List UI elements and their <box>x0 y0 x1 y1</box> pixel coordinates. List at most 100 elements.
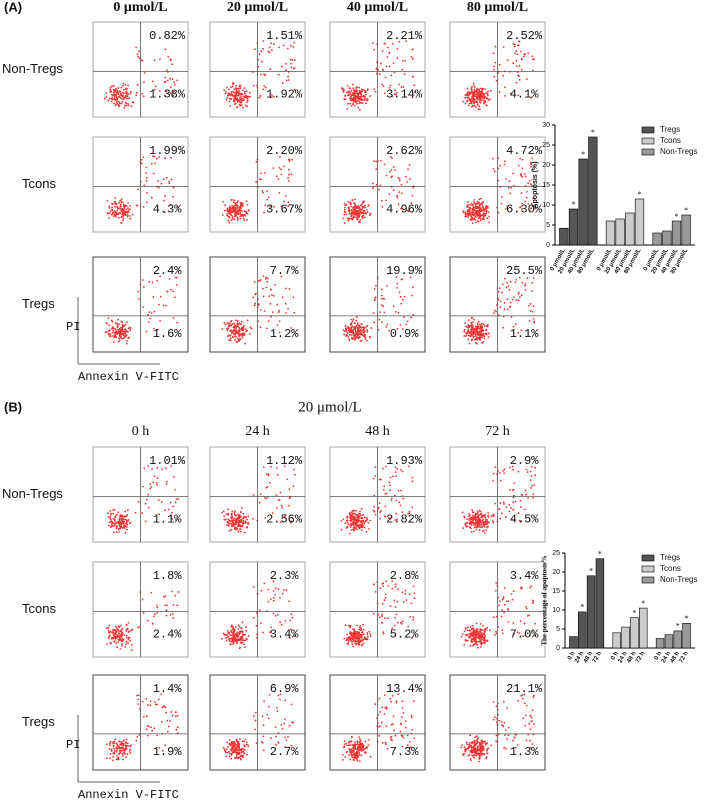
flow-dot <box>244 640 246 642</box>
flow-dot <box>472 214 474 216</box>
flow-dot <box>504 302 506 304</box>
flow-dot <box>239 328 241 330</box>
flow-dot <box>254 48 256 50</box>
flow-dot <box>150 700 152 702</box>
flow-dot <box>240 531 242 533</box>
flow-dot <box>278 178 280 180</box>
flow-dot <box>221 512 223 514</box>
flow-dot <box>501 616 503 618</box>
flow-dot <box>355 204 357 206</box>
flow-dot <box>260 50 262 52</box>
flow-dot <box>360 212 362 214</box>
flow-dot <box>150 592 152 594</box>
flow-dot <box>135 512 137 514</box>
flow-dot <box>395 606 397 608</box>
flow-dot <box>353 521 355 523</box>
flow-dot <box>122 755 124 757</box>
flow-dot <box>498 291 500 293</box>
quadrant-lower-right: 4.3% <box>153 202 183 216</box>
flow-dot <box>237 742 239 744</box>
flow-dot <box>238 624 240 626</box>
flow-dot <box>279 167 281 169</box>
flow-dot <box>224 204 226 206</box>
flow-dot <box>229 105 231 107</box>
flow-dot <box>238 95 240 97</box>
flow-dot <box>293 469 295 471</box>
flow-dot <box>484 514 486 516</box>
flow-dot <box>142 60 144 62</box>
flow-dot <box>227 211 229 213</box>
flow-dot <box>119 339 121 341</box>
flow-dot <box>362 201 364 203</box>
flow-dot <box>511 316 513 318</box>
flow-dot <box>503 612 505 614</box>
flow-dot <box>154 311 156 313</box>
flow-dot <box>411 715 413 717</box>
flow-dot <box>478 515 480 517</box>
flow-dot <box>131 644 133 646</box>
flow-dot <box>512 299 514 301</box>
flow-dot <box>171 591 173 593</box>
flow-dot <box>151 730 153 732</box>
flow-dot <box>359 513 361 515</box>
flow-dot <box>111 97 113 99</box>
flow-dot <box>231 743 233 745</box>
flow-dot <box>352 199 354 201</box>
flow-dot <box>237 91 239 93</box>
flow-dot <box>385 597 387 599</box>
flow-dot <box>464 630 466 632</box>
flow-dot <box>246 102 248 104</box>
flow-dot <box>244 746 246 748</box>
flow-dot <box>470 212 472 214</box>
flow-dot <box>505 729 507 731</box>
flow-dot <box>127 93 129 95</box>
flow-dot <box>237 216 239 218</box>
flow-dot <box>356 87 358 89</box>
flow-dot <box>384 493 386 495</box>
flow-dot <box>230 91 232 93</box>
flow-dot <box>477 510 479 512</box>
quadrant-lower-right: 4.96% <box>386 202 423 216</box>
flow-dot <box>233 82 235 84</box>
flow-dot <box>389 698 391 700</box>
flow-dot <box>128 209 130 211</box>
flow-dot <box>529 587 531 589</box>
flow-dot <box>486 325 488 327</box>
flow-dot <box>493 52 495 54</box>
flow-dot <box>286 589 288 591</box>
flow-dot <box>475 515 477 517</box>
flow-dot <box>240 758 242 760</box>
flow-dot <box>350 319 352 321</box>
flow-dot <box>473 330 475 332</box>
flow-dot <box>294 67 296 69</box>
flow-dot <box>479 510 481 512</box>
flow-dot <box>362 216 364 218</box>
flow-dot <box>385 506 387 508</box>
flow-dot <box>115 634 117 636</box>
flow-dot <box>227 508 229 510</box>
flow-dot <box>360 625 362 627</box>
flow-dot <box>474 744 476 746</box>
flow-dot <box>127 103 129 105</box>
flow-dot <box>502 629 504 631</box>
flow-dot <box>476 334 478 336</box>
flow-dot <box>111 94 113 96</box>
flow-dot <box>239 738 241 740</box>
flow-dot <box>364 334 366 336</box>
flow-dot <box>169 183 171 185</box>
flow-dot <box>396 287 398 289</box>
panel-label: (A) <box>4 0 22 14</box>
flow-dot <box>476 336 478 338</box>
flow-dot <box>106 323 108 325</box>
flow-dot <box>482 642 484 644</box>
flow-dot <box>465 103 467 105</box>
flow-dot <box>106 331 108 333</box>
flow-dot <box>466 744 468 746</box>
flow-dot <box>346 213 348 215</box>
flow-dot <box>474 210 476 212</box>
flow-dot <box>373 160 375 162</box>
flow-dot <box>119 648 121 650</box>
flow-dot <box>520 588 522 590</box>
flow-dot <box>265 277 267 279</box>
